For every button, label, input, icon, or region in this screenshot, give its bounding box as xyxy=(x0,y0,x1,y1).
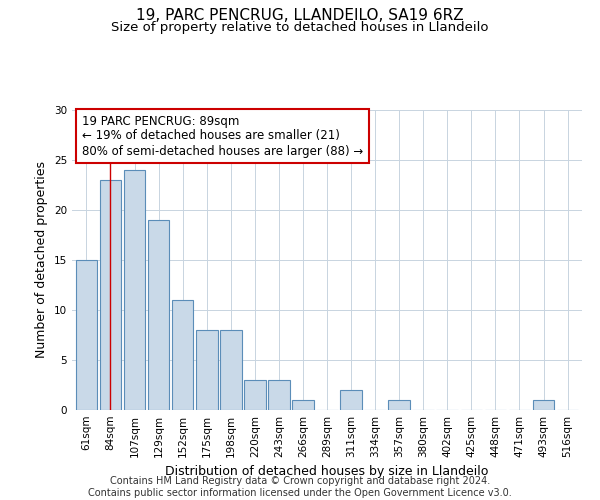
Text: Contains HM Land Registry data © Crown copyright and database right 2024.
Contai: Contains HM Land Registry data © Crown c… xyxy=(88,476,512,498)
Bar xyxy=(100,180,121,410)
Bar xyxy=(244,380,266,410)
Bar xyxy=(268,380,290,410)
Bar xyxy=(196,330,218,410)
Bar xyxy=(220,330,242,410)
X-axis label: Distribution of detached houses by size in Llandeilo: Distribution of detached houses by size … xyxy=(166,466,488,478)
Text: Size of property relative to detached houses in Llandeilo: Size of property relative to detached ho… xyxy=(111,21,489,34)
Text: 19 PARC PENCRUG: 89sqm
← 19% of detached houses are smaller (21)
80% of semi-det: 19 PARC PENCRUG: 89sqm ← 19% of detached… xyxy=(82,114,364,158)
Text: 19, PARC PENCRUG, LLANDEILO, SA19 6RZ: 19, PARC PENCRUG, LLANDEILO, SA19 6RZ xyxy=(136,8,464,22)
Bar xyxy=(76,260,97,410)
Bar xyxy=(124,170,145,410)
Bar xyxy=(533,400,554,410)
Bar xyxy=(388,400,410,410)
Y-axis label: Number of detached properties: Number of detached properties xyxy=(35,162,49,358)
Bar xyxy=(292,400,314,410)
Bar xyxy=(340,390,362,410)
Bar xyxy=(172,300,193,410)
Bar xyxy=(148,220,169,410)
